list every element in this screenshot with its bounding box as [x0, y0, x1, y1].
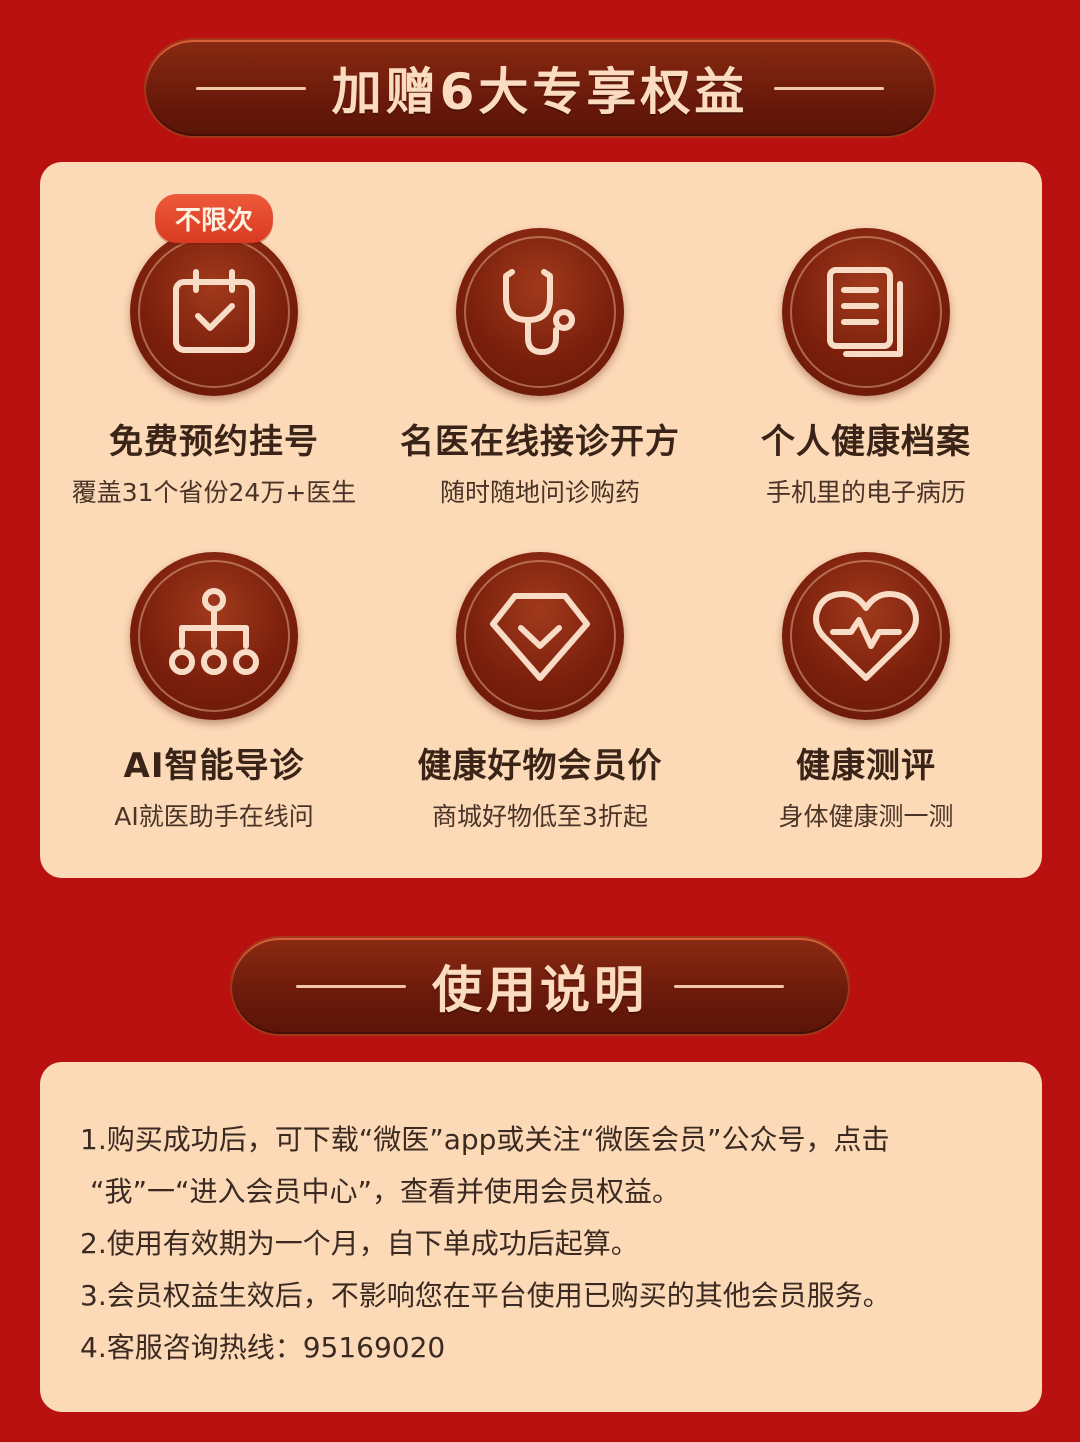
benefit-subtitle: AI就医助手在线问: [114, 802, 314, 831]
diamond-badge-icon: [490, 593, 590, 681]
benefit-subtitle: 覆盖31个省份24万+医生: [71, 478, 357, 507]
benefit-icon-wrap: [456, 552, 624, 720]
benefit-icon-wrap: [782, 228, 950, 396]
hierarchy-tree-icon: [169, 588, 259, 675]
instructions-section-banner: 使用说明: [232, 938, 848, 1034]
benefit-item-member-price[interactable]: 健康好物会员价 商城好物低至3折起: [380, 552, 700, 833]
stethoscope-icon: [503, 269, 575, 355]
banner-right-line: [774, 86, 885, 90]
benefit-subtitle: 商城好物低至3折起: [432, 802, 648, 831]
benefit-icon-wrap: 不限次: [130, 194, 298, 396]
benefit-icon-wrap: [782, 552, 950, 720]
benefit-icon-wrap: [130, 552, 298, 720]
benefit-subtitle: 随时随地问诊购药: [439, 478, 640, 507]
banner-left-line: [195, 86, 306, 90]
unlimited-tag: 不限次: [154, 194, 274, 243]
instructions-list: 1.购买成功后，可下载“微医”app或关注“微医会员”公众号，点击 “我”一“进…: [80, 1114, 1020, 1374]
banner-left-line: [296, 984, 406, 988]
benefits-section-title: 加赠6大专享权益: [331, 63, 749, 121]
benefit-title: AI智能导诊: [123, 746, 305, 786]
instructions-card: [40, 1062, 1042, 1412]
heart-pulse-icon: [813, 591, 919, 681]
benefit-icon-wrap: [456, 228, 624, 396]
instruction-line: 1.购买成功后，可下载“微医”app或关注“微医会员”公众号，点击: [80, 1123, 890, 1156]
benefit-subtitle: 身体健康测一测: [778, 802, 954, 831]
instruction-line: 2.使用有效期为一个月，自下单成功后起算。: [80, 1227, 639, 1260]
benefit-title: 健康测评: [796, 746, 936, 786]
instruction-line: 3.会员权益生效后，不影响您在平台使用已购买的其他会员服务。: [80, 1279, 891, 1312]
benefit-item-health-record[interactable]: 个人健康档案 手机里的电子病历: [706, 228, 1026, 509]
benefit-item-appointment[interactable]: 不限次 免费预约挂号 覆盖31个省份24万+医生: [54, 194, 374, 509]
calendar-check-icon: [173, 269, 255, 353]
benefit-item-ai-guide[interactable]: AI智能导诊 AI就医助手在线问: [54, 552, 374, 833]
benefit-subtitle: 手机里的电子病历: [765, 478, 966, 507]
benefit-title: 个人健康档案: [761, 422, 971, 462]
instructions-section-title: 使用说明: [432, 961, 648, 1019]
benefit-item-online-doctor[interactable]: 名医在线接诊开方 随时随地问诊购药: [380, 228, 700, 509]
banner-right-line: [674, 984, 784, 988]
instruction-line: “我”一“进入会员中心”，查看并使用会员权益。: [90, 1175, 681, 1208]
benefit-item-health-test[interactable]: 健康测评 身体健康测一测: [706, 552, 1026, 833]
benefits-card: 不限次 免费预约挂号 覆盖31个省份24万+医生 名医在线接诊开方 随时随地问诊…: [40, 162, 1042, 878]
document-files-icon: [827, 267, 903, 357]
benefit-title: 健康好物会员价: [417, 746, 663, 786]
benefits-section-banner: 加赠6大专享权益: [146, 40, 934, 136]
hotline-text[interactable]: 4.客服咨询热线：95169020: [80, 1331, 446, 1364]
benefit-title: 名医在线接诊开方: [400, 422, 680, 462]
benefit-title: 免费预约挂号: [109, 422, 319, 462]
